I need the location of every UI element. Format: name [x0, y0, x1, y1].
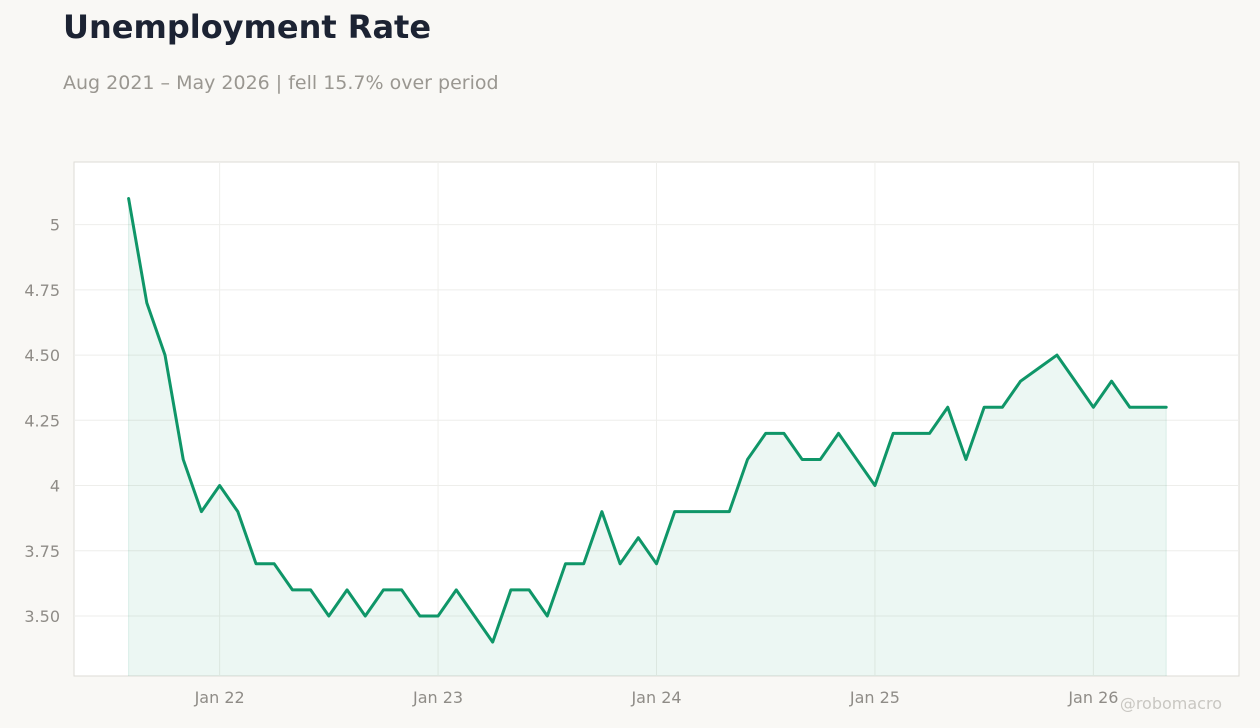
data-point [710, 510, 713, 513]
data-point [382, 588, 385, 591]
y-tick-label: 4 [50, 477, 60, 496]
data-point [837, 432, 840, 435]
data-point [255, 562, 258, 565]
data-point [491, 641, 494, 644]
data-point [273, 562, 276, 565]
data-point [983, 406, 986, 409]
data-point [1001, 406, 1004, 409]
data-point [746, 458, 749, 461]
data-point [1055, 354, 1058, 357]
data-point [1019, 380, 1022, 383]
data-point [364, 614, 367, 617]
data-point [873, 484, 876, 487]
data-point [910, 432, 913, 435]
data-point [291, 588, 294, 591]
data-point [782, 432, 785, 435]
data-point [164, 354, 167, 357]
data-point [1074, 380, 1077, 383]
data-point [236, 510, 239, 513]
data-point [200, 510, 203, 513]
y-tick-label: 4.25 [24, 411, 60, 430]
x-tick-label: Jan 24 [630, 688, 681, 707]
data-point [655, 562, 658, 565]
data-point [582, 562, 585, 565]
data-point [546, 614, 549, 617]
data-point [1146, 406, 1149, 409]
x-tick-label: Jan 25 [849, 688, 900, 707]
y-tick-label: 3.75 [24, 542, 60, 561]
data-point [600, 510, 603, 513]
x-tick-label: Jan 26 [1067, 688, 1118, 707]
data-point [764, 432, 767, 435]
data-point [928, 432, 931, 435]
data-point [473, 614, 476, 617]
data-point [509, 588, 512, 591]
data-point [528, 588, 531, 591]
y-tick-label: 5 [50, 216, 60, 235]
data-point [1165, 406, 1168, 409]
chart-title: Unemployment Rate [63, 8, 432, 46]
area-fill-layer [128, 198, 1167, 676]
chart-subtitle: Aug 2021 – May 2026 | fell 15.7% over pe… [63, 72, 499, 94]
series-line [127, 197, 1168, 644]
data-point [801, 458, 804, 461]
series-area [128, 198, 1167, 676]
data-point [182, 458, 185, 461]
data-point [1037, 367, 1040, 370]
y-tick-label: 4.50 [24, 346, 60, 365]
data-point [145, 301, 148, 304]
data-point [619, 562, 622, 565]
data-point [819, 458, 822, 461]
watermark: @robomacro [1119, 694, 1222, 713]
grid-lines [74, 162, 1239, 676]
data-point [437, 614, 440, 617]
x-tick-label: Jan 23 [412, 688, 463, 707]
data-point [964, 458, 967, 461]
y-axis-ticks: 3.50 3.75 4 4.25 4.50 4.75 5 [24, 216, 60, 626]
data-point [892, 432, 895, 435]
y-tick-label: 4.75 [24, 281, 60, 300]
data-point [127, 197, 130, 200]
data-point [673, 510, 676, 513]
data-point [637, 536, 640, 539]
data-point [855, 458, 858, 461]
data-point [218, 484, 221, 487]
data-point [1092, 406, 1095, 409]
x-tick-label: Jan 22 [194, 688, 245, 707]
data-point [946, 406, 949, 409]
data-point [1128, 406, 1131, 409]
data-point [1110, 380, 1113, 383]
data-point [309, 588, 312, 591]
data-point [400, 588, 403, 591]
y-tick-label: 3.50 [24, 607, 60, 626]
data-point [691, 510, 694, 513]
data-point [455, 588, 458, 591]
data-point [728, 510, 731, 513]
data-point [564, 562, 567, 565]
data-point [346, 588, 349, 591]
series-line-layer [127, 197, 1168, 644]
data-point [327, 614, 330, 617]
data-point [418, 614, 421, 617]
x-axis-ticks: Jan 22 Jan 23 Jan 24 Jan 25 Jan 26 [194, 688, 1119, 707]
